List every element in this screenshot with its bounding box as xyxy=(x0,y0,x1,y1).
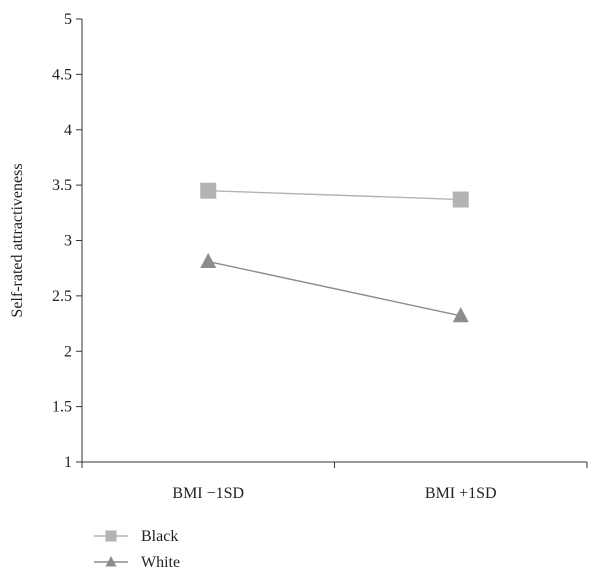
x-category-label: BMI +1SD xyxy=(425,485,497,502)
y-axis: 1 1.5 2 2.5 3 3.5 4 4.5 5 xyxy=(52,11,83,471)
data-point-black xyxy=(452,191,469,208)
x-axis: BMI −1SD BMI +1SD xyxy=(81,461,588,502)
data-point-black xyxy=(200,182,217,199)
legend-marker-black xyxy=(105,530,117,542)
data-point-white xyxy=(452,307,469,323)
legend-label-black: Black xyxy=(141,528,178,545)
y-tick-label: 5 xyxy=(64,11,72,28)
series-line-black xyxy=(208,189,461,201)
legend-marker-white xyxy=(105,556,117,567)
series-layer xyxy=(200,182,469,323)
legend: Black White xyxy=(94,528,180,571)
legend-item-black: Black xyxy=(94,528,178,545)
legend-label-white: White xyxy=(141,554,180,571)
y-tick-label: 1.5 xyxy=(52,399,72,416)
y-tick-label: 3 xyxy=(64,233,72,250)
data-point-white xyxy=(200,252,217,269)
y-tick-label: 4 xyxy=(64,122,72,139)
y-tick-label: 1 xyxy=(64,454,72,471)
y-tick-label: 2.5 xyxy=(52,288,72,305)
x-category-label: BMI −1SD xyxy=(172,485,244,502)
y-axis-title: Self-rated attractiveness xyxy=(9,163,26,317)
y-tick-label: 2 xyxy=(64,343,72,360)
y-tick-label: 3.5 xyxy=(52,177,72,194)
y-tick-label: 4.5 xyxy=(52,66,72,83)
legend-item-white: White xyxy=(94,554,180,571)
series-line-white xyxy=(208,260,461,317)
